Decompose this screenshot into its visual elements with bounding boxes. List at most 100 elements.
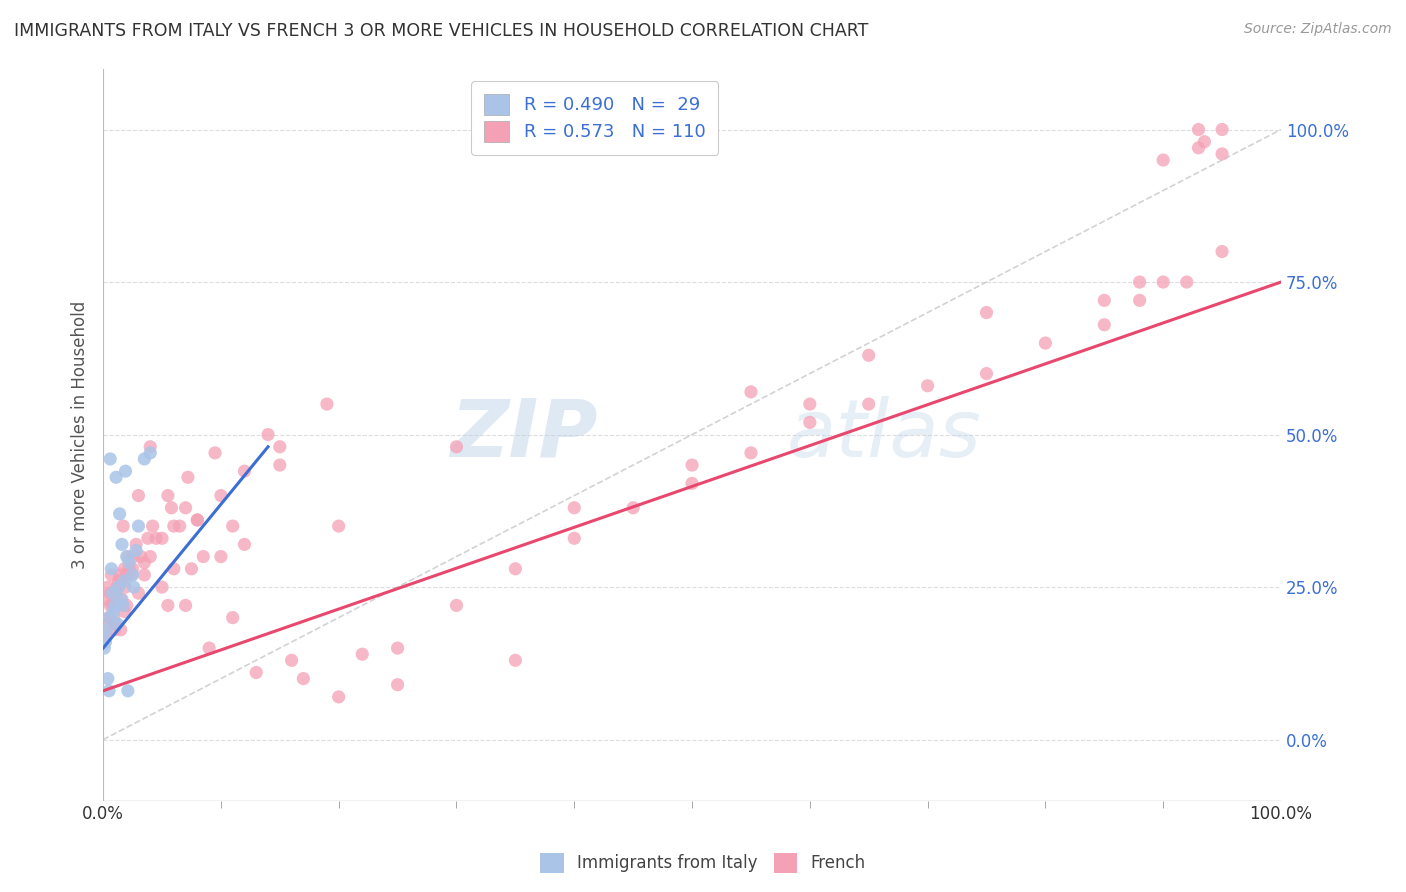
Point [1129, 293, 1152, 308]
Point [1211, 122, 1233, 136]
Point [107, 574, 129, 588]
Point [169, 519, 191, 533]
Point [221, 610, 243, 624]
Point [101, 586, 124, 600]
Point [160, 500, 183, 515]
Point [115, 567, 138, 582]
Point [94, 629, 117, 643]
Point [681, 458, 703, 472]
Point [387, 641, 409, 656]
Point [505, 653, 527, 667]
Point [446, 599, 468, 613]
Point [139, 440, 162, 454]
Point [292, 672, 315, 686]
Point [94, 635, 117, 649]
Point [209, 549, 232, 564]
Point [97, 672, 120, 686]
Point [1092, 318, 1115, 332]
Point [139, 549, 162, 564]
Point [446, 440, 468, 454]
Legend: R = 0.490   N =  29, R = 0.573   N = 110: R = 0.490 N = 29, R = 0.573 N = 110 [471, 81, 718, 154]
Point [112, 605, 135, 619]
Text: Source: ZipAtlas.com: Source: ZipAtlas.com [1244, 22, 1392, 37]
Text: atlas: atlas [786, 395, 981, 474]
Point [104, 616, 127, 631]
Point [112, 599, 135, 613]
Point [98, 610, 121, 624]
Point [125, 543, 148, 558]
Point [112, 519, 135, 533]
Point [100, 567, 122, 582]
Point [740, 384, 762, 399]
Point [110, 592, 132, 607]
Point [316, 397, 339, 411]
Point [98, 610, 121, 624]
Point [269, 458, 291, 472]
Point [110, 623, 132, 637]
Point [112, 574, 135, 588]
Point [98, 599, 121, 613]
Point [117, 683, 139, 698]
Point [98, 586, 121, 600]
Point [115, 599, 138, 613]
Point [245, 665, 267, 680]
Point [122, 549, 145, 564]
Point [174, 500, 197, 515]
Point [150, 580, 173, 594]
Point [163, 562, 186, 576]
Point [101, 599, 124, 613]
Point [108, 567, 131, 582]
Point [976, 305, 998, 319]
Point [97, 580, 120, 594]
Point [562, 531, 585, 545]
Point [269, 440, 291, 454]
Point [129, 549, 152, 564]
Point [114, 464, 136, 478]
Point [96, 592, 118, 607]
Point [103, 599, 125, 613]
Point [127, 489, 149, 503]
Point [111, 537, 134, 551]
Point [352, 647, 374, 661]
Point [198, 641, 221, 656]
Point [740, 446, 762, 460]
Point [139, 446, 162, 460]
Point [799, 397, 821, 411]
Point [96, 623, 118, 637]
Point [328, 690, 350, 704]
Point [1175, 275, 1198, 289]
Point [621, 500, 644, 515]
Point [98, 683, 121, 698]
Point [799, 416, 821, 430]
Point [156, 599, 179, 613]
Point [1187, 141, 1209, 155]
Point [257, 427, 280, 442]
Point [1194, 135, 1216, 149]
Point [1152, 275, 1174, 289]
Point [150, 531, 173, 545]
Point [105, 586, 128, 600]
Point [858, 397, 880, 411]
Point [127, 519, 149, 533]
Point [193, 549, 215, 564]
Point [134, 567, 156, 582]
Point [108, 507, 131, 521]
Point [98, 452, 121, 467]
Point [118, 562, 141, 576]
Point [136, 531, 159, 545]
Point [120, 567, 142, 582]
Point [1211, 244, 1233, 259]
Point [97, 616, 120, 631]
Point [121, 567, 143, 582]
Point [221, 519, 243, 533]
Point [1152, 153, 1174, 167]
Point [104, 599, 127, 613]
Point [127, 586, 149, 600]
Point [1129, 275, 1152, 289]
Point [110, 574, 132, 588]
Point [163, 519, 186, 533]
Point [142, 519, 165, 533]
Point [103, 610, 125, 624]
Point [233, 537, 256, 551]
Point [118, 556, 141, 570]
